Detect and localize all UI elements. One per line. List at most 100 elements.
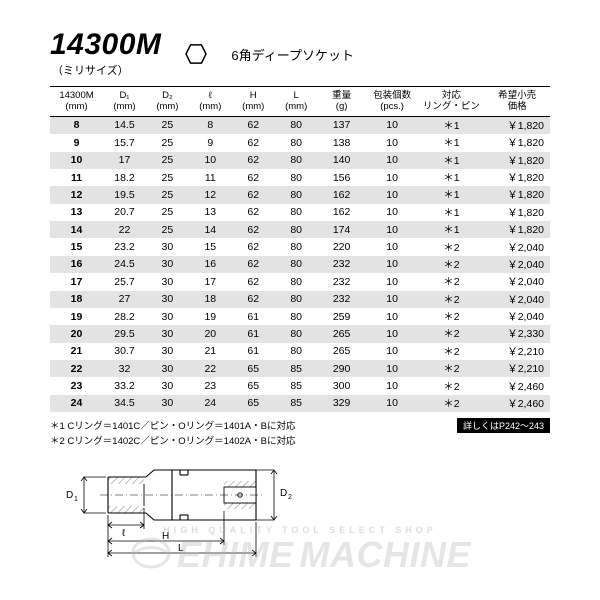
table-cell: 10 <box>366 152 419 169</box>
table-cell: 10 <box>366 325 419 342</box>
table-cell: 30 <box>146 308 189 325</box>
catalog-header: 14300M （ミリサイズ） 6角ディープソケット <box>50 30 550 78</box>
table-cell: 162 <box>318 186 366 203</box>
table-cell: 62 <box>232 273 275 290</box>
table-cell: 21 <box>189 343 232 360</box>
table-cell: 22 <box>103 221 146 238</box>
table-cell: 265 <box>318 343 366 360</box>
table-header-cell: 希望小売価格 <box>484 87 550 117</box>
table-cell: 20 <box>50 325 103 342</box>
table-cell: 17 <box>189 273 232 290</box>
spec-table: 14300M(mm)D₁(mm)D₂(mm)ℓ(mm)H(mm)L(mm)重量(… <box>50 86 550 412</box>
socket-dimension-diagram: D1 D2 <box>64 453 550 563</box>
svg-text:H: H <box>162 531 169 542</box>
table-header-cell: ℓ(mm) <box>189 87 232 117</box>
table-cell: 265 <box>318 325 366 342</box>
table-row: 2130.73021618026510＊2￥2,210 <box>50 343 550 360</box>
table-cell: 25 <box>146 152 189 169</box>
table-cell: ＊1 <box>419 186 485 203</box>
table-cell: 10 <box>366 291 419 308</box>
table-header-cell: D₂(mm) <box>146 87 189 117</box>
table-cell: 30 <box>146 343 189 360</box>
table-cell: ＊1 <box>419 116 485 134</box>
table-cell: ￥2,040 <box>484 291 550 308</box>
table-cell: 19 <box>50 308 103 325</box>
table-cell: 62 <box>232 238 275 255</box>
table-cell: 62 <box>232 116 275 134</box>
table-row: 1219.52512628016210＊1￥1,820 <box>50 186 550 203</box>
table-cell: 12 <box>50 186 103 203</box>
table-cell: 30 <box>146 291 189 308</box>
table-cell: 30 <box>146 256 189 273</box>
table-row: 1928.23019618025910＊2￥2,040 <box>50 308 550 325</box>
table-cell: 20 <box>189 325 232 342</box>
table-cell: 10 <box>366 204 419 221</box>
table-cell: 137 <box>318 116 366 134</box>
table-cell: 18 <box>189 291 232 308</box>
table-cell: ￥2,460 <box>484 377 550 394</box>
table-cell: 25 <box>146 116 189 134</box>
table-cell: 10 <box>366 377 419 394</box>
table-cell: 174 <box>318 221 366 238</box>
table-cell: 62 <box>232 204 275 221</box>
table-cell: 62 <box>232 256 275 273</box>
svg-text:D: D <box>280 488 287 499</box>
table-cell: 10 <box>366 116 419 134</box>
table-cell: 80 <box>275 169 318 186</box>
table-cell: 30 <box>146 273 189 290</box>
table-row: 14222514628017410＊1￥1,820 <box>50 221 550 238</box>
table-cell: 80 <box>275 325 318 342</box>
table-cell: ＊1 <box>419 204 485 221</box>
table-cell: 11 <box>50 169 103 186</box>
table-cell: 80 <box>275 238 318 255</box>
table-cell: 10 <box>366 221 419 238</box>
table-cell: 232 <box>318 256 366 273</box>
table-cell: 19.5 <box>103 186 146 203</box>
table-cell: 61 <box>232 308 275 325</box>
table-cell: 8 <box>189 116 232 134</box>
table-cell: 18 <box>50 291 103 308</box>
table-cell: 25 <box>146 221 189 238</box>
table-cell: 80 <box>275 221 318 238</box>
table-cell: 80 <box>275 256 318 273</box>
table-header-cell: H(mm) <box>232 87 275 117</box>
table-cell: ￥1,820 <box>484 186 550 203</box>
svg-text:L: L <box>178 543 184 554</box>
table-cell: 30 <box>146 395 189 412</box>
table-cell: ＊2 <box>419 308 485 325</box>
table-cell: 30.7 <box>103 343 146 360</box>
table-cell: 80 <box>275 204 318 221</box>
model-number: 14300M <box>50 30 161 60</box>
table-cell: ＊2 <box>419 291 485 308</box>
table-cell: 10 <box>366 308 419 325</box>
table-header-cell: 包装個数(pcs.) <box>366 87 419 117</box>
table-cell: 22 <box>50 360 103 377</box>
table-cell: 80 <box>275 152 318 169</box>
table-cell: ￥2,210 <box>484 360 550 377</box>
page-reference-badge: 詳しくはP242～243 <box>457 418 550 433</box>
table-cell: 14 <box>50 221 103 238</box>
size-type-label: （ミリサイズ） <box>52 62 161 78</box>
table-cell: 10 <box>50 152 103 169</box>
svg-text:D: D <box>66 490 73 501</box>
table-cell: ￥2,040 <box>484 308 550 325</box>
table-cell: ￥1,820 <box>484 204 550 221</box>
table-header-cell: 重量(g) <box>318 87 366 117</box>
table-cell: 23.2 <box>103 238 146 255</box>
table-cell: 80 <box>275 186 318 203</box>
table-cell: ￥1,820 <box>484 221 550 238</box>
table-cell: 10 <box>366 395 419 412</box>
table-cell: 30 <box>146 238 189 255</box>
table-header-row: 14300M(mm)D₁(mm)D₂(mm)ℓ(mm)H(mm)L(mm)重量(… <box>50 87 550 117</box>
table-header-cell: D₁(mm) <box>103 87 146 117</box>
table-cell: ￥2,040 <box>484 238 550 255</box>
table-cell: 85 <box>275 377 318 394</box>
table-cell: 14.5 <box>103 116 146 134</box>
table-cell: ＊2 <box>419 343 485 360</box>
table-row: 2029.53020618026510＊2￥2,330 <box>50 325 550 342</box>
svg-text:ℓ: ℓ <box>122 528 126 539</box>
table-cell: ＊2 <box>419 273 485 290</box>
product-name: 6角ディープソケット <box>231 45 354 64</box>
table-cell: 9 <box>50 134 103 151</box>
table-cell: ￥2,040 <box>484 256 550 273</box>
